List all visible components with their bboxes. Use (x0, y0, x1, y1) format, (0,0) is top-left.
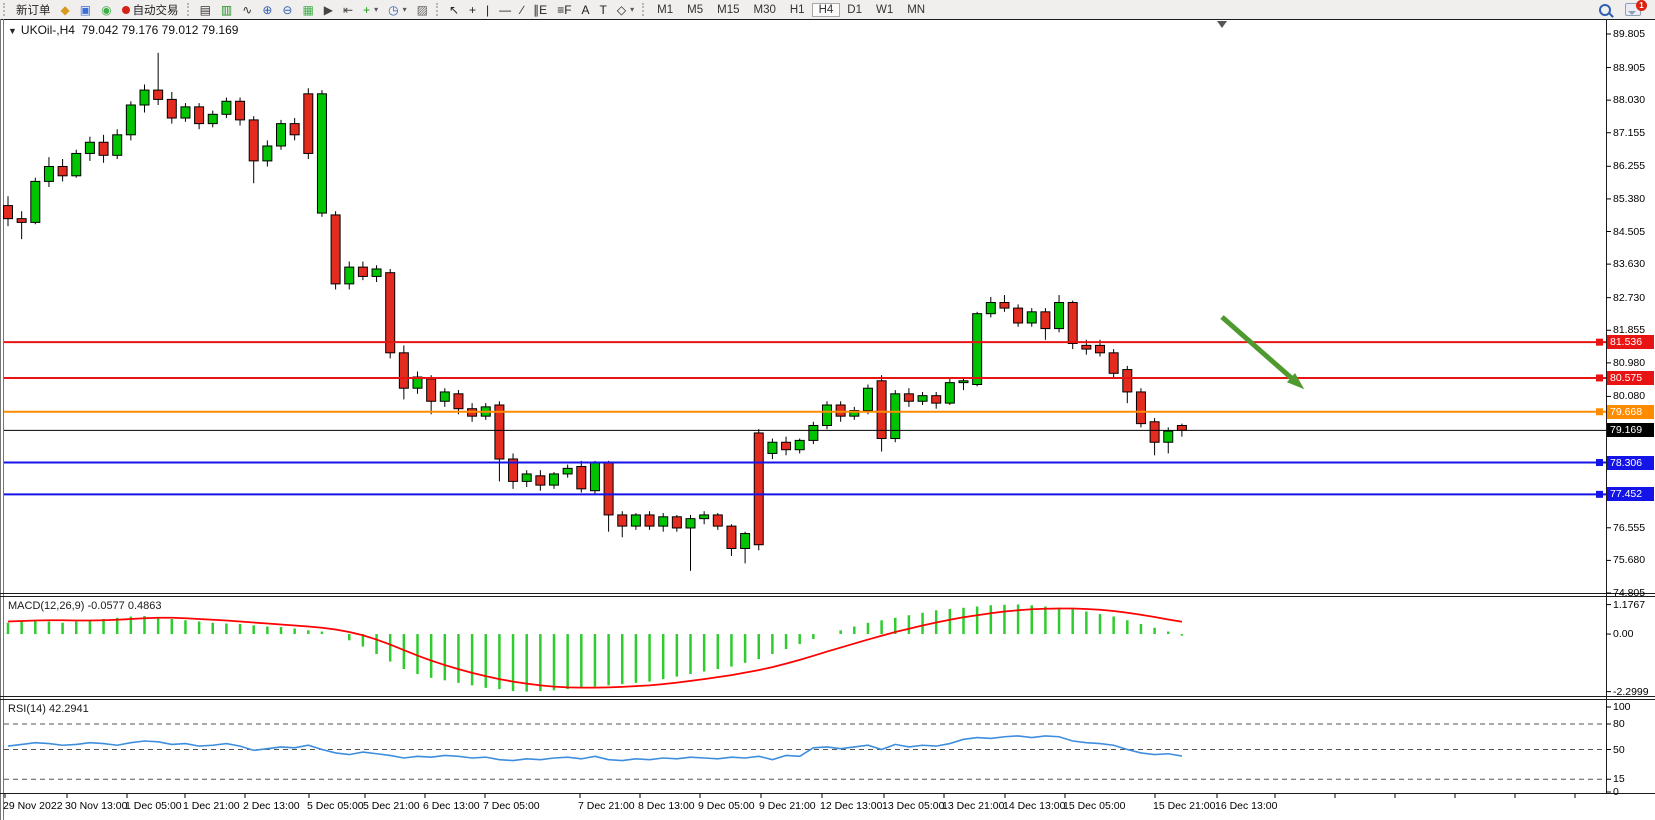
autotrading-button[interactable]: 自动交易 (117, 1, 184, 19)
notifications-icon[interactable]: 1 (1625, 0, 1647, 16)
market-chart-icon[interactable]: ◆ (56, 2, 75, 18)
line-chart-icon[interactable]: ∿ (237, 2, 257, 18)
vertical-line-icon: | (486, 2, 490, 17)
ohlc-values: 79.042 79.176 79.012 79.169 (81, 23, 239, 37)
timeframe-button-m15[interactable]: M15 (717, 3, 740, 16)
main-macd-splitter-2[interactable] (0, 596, 1655, 597)
line-chart-icon: ∿ (242, 2, 253, 17)
one-click-trading-toggle-icon[interactable]: ▼ (8, 26, 17, 36)
arrows-icon-dropdown[interactable]: ▾ (630, 5, 635, 14)
chart-shift-icon[interactable]: ⇤ (338, 2, 358, 18)
bar-chart-icon: ▤ (199, 2, 211, 17)
auto-scroll-icon[interactable]: ▶ (319, 2, 338, 18)
text-icon[interactable]: A (577, 2, 595, 18)
cursor-icon[interactable]: ↖ (444, 2, 464, 18)
chart-shift-icon: ⇤ (343, 2, 354, 17)
timeframe-button-w1[interactable]: W1 (875, 3, 894, 16)
chart-top-border (0, 19, 1655, 20)
timeframe-button-h1[interactable]: H1 (789, 3, 805, 16)
window-left-border (0, 19, 1, 820)
symbol-period-label: UKOil-,H4 (20, 23, 75, 37)
zoom-out-icon[interactable]: ⊖ (277, 2, 297, 18)
timeframe-button-m5[interactable]: M5 (687, 3, 704, 16)
vertical-line-icon[interactable]: | (481, 2, 494, 18)
text-icon: A (581, 2, 590, 17)
bar-chart-icon[interactable]: ▤ (195, 2, 216, 18)
trendline-icon: ∕ (521, 2, 524, 17)
rsi-bottom-border (0, 793, 1655, 794)
macd-indicator-label: MACD(12,26,9) -0.0577 0.4863 (8, 600, 162, 612)
timeframe-button-mn[interactable]: MN (907, 3, 926, 16)
macd-rsi-splitter[interactable] (0, 696, 1655, 697)
rsi-line (7, 735, 1183, 762)
signals-icon[interactable]: ◉ (96, 2, 116, 18)
tile-windows-icon[interactable]: ▦ (297, 2, 318, 18)
autotrading-status-icon (121, 5, 130, 14)
equidistant-channel-icon: ∥E (533, 2, 548, 17)
macd-signal-line (7, 607, 1183, 689)
arrows-icon: ◇ (616, 2, 627, 17)
macd-rsi-splitter-2[interactable] (0, 699, 1655, 700)
trendline-icon[interactable]: ∕ (516, 2, 528, 18)
timeframe-button-m1[interactable]: M1 (657, 3, 674, 16)
candlestick-chart-icon[interactable]: ▥ (216, 2, 237, 18)
equidistant-channel-icon[interactable]: ∥E (528, 2, 552, 18)
signals-icon: ◉ (101, 2, 112, 17)
candlestick-chart-icon: ▥ (220, 2, 233, 17)
periods-icon-dropdown[interactable]: ▾ (402, 5, 407, 14)
fibonacci-icon[interactable]: ≡F (552, 2, 576, 18)
zoom-in-icon: ⊕ (262, 2, 273, 17)
crosshair-icon: + (469, 2, 477, 17)
new-order-button[interactable]: 新订单 (16, 4, 51, 17)
toolbar-separator (642, 3, 647, 16)
cursor-icon: ↖ (448, 2, 460, 17)
toolbar-separator (186, 3, 192, 16)
toolbar: 新订单 ◆ ▣ ◉ 自动交易 ▤ ▥ ∿ ⊕ ⊖ ▦ ▶ ⇤ + ▾ ◷ ▾ ▨ ↖ + | — ∕ ∥E ≡F A T ◇ ▾ M1 M5… (0, 0, 1655, 20)
text-label-icon[interactable]: T (595, 2, 612, 18)
panel-left-border (3, 19, 4, 820)
main-macd-splitter[interactable] (0, 593, 1655, 594)
zoom-in-icon[interactable]: ⊕ (257, 2, 277, 18)
indicators-icon-dropdown[interactable]: ▾ (374, 5, 379, 14)
tile-windows-icon: ▦ (302, 2, 314, 17)
indicators-icon[interactable]: + ▾ (358, 2, 383, 18)
horizontal-line-icon: — (499, 2, 512, 17)
templates-icon: ▨ (416, 2, 428, 17)
terminal-icon[interactable]: ▣ (75, 2, 96, 18)
autotrading-label: 自动交易 (132, 4, 179, 17)
notification-badge: 1 (1636, 0, 1647, 11)
templates-icon[interactable]: ▨ (412, 2, 433, 18)
horizontal-line-icon[interactable]: — (494, 2, 516, 18)
text-label-icon: T (599, 2, 607, 17)
zoom-out-icon: ⊖ (282, 2, 293, 17)
arrows-icon[interactable]: ◇ ▾ (612, 2, 639, 18)
price-axis-border (1606, 19, 1607, 793)
market-chart-icon: ◆ (60, 2, 70, 17)
down-trend-arrowhead (1287, 373, 1305, 390)
down-trend-arrow (1220, 315, 1298, 384)
search-icon[interactable] (1599, 3, 1611, 16)
toolbar-drag-handle (3, 3, 8, 16)
indicators-icon: + (363, 2, 371, 17)
timeframe-button-m30[interactable]: M30 (753, 3, 776, 16)
chart-shift-marker (1217, 21, 1227, 28)
rsi-indicator-label: RSI(14) 42.2941 (8, 703, 89, 715)
periods-icon[interactable]: ◷ ▾ (383, 2, 412, 18)
timeframe-button-d1[interactable]: D1 (847, 3, 862, 16)
auto-scroll-icon: ▶ (323, 2, 334, 17)
timeframe-button-h4[interactable]: H4 (811, 2, 841, 17)
toolbar-separator (435, 3, 441, 16)
chart-title: ▼ UKOil-,H4 79.042 79.176 79.012 79.169 (8, 23, 238, 37)
crosshair-icon[interactable]: + (464, 2, 481, 18)
terminal-icon: ▣ (79, 2, 92, 17)
periods-icon: ◷ (388, 2, 399, 17)
fibonacci-icon: ≡F (557, 2, 572, 17)
